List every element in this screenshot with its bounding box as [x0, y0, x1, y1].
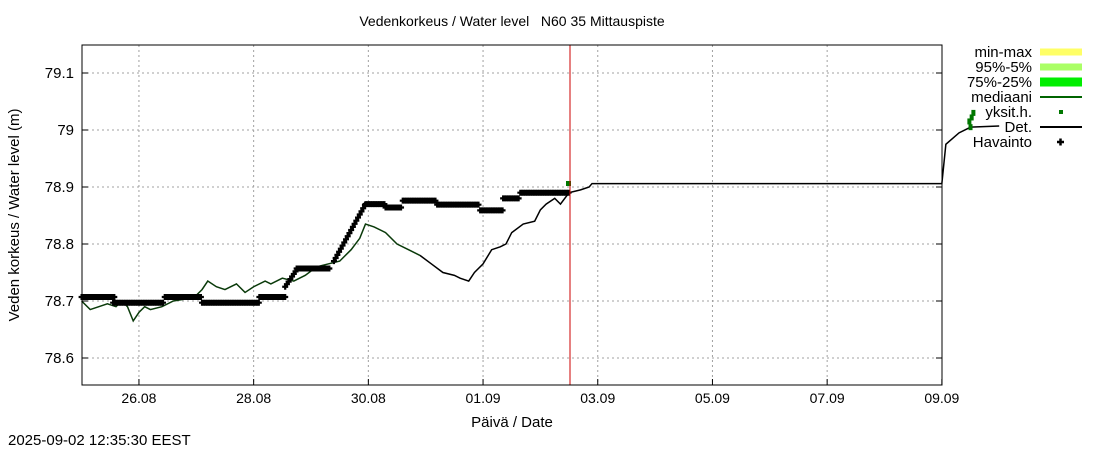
x-tick-label: 03.09: [580, 390, 615, 406]
havainto-cross: [358, 208, 365, 215]
yksit-h-point: [971, 109, 976, 116]
yksit-h-point: [566, 181, 571, 186]
legend-swatch-min-max: [1040, 48, 1082, 56]
havainto-cross: [349, 223, 356, 230]
havainto-cross: [475, 201, 482, 208]
havainto-cross: [330, 258, 337, 265]
havainto-cross: [565, 189, 572, 196]
legend-swatch-95%-5%: [1040, 63, 1082, 71]
legend-label: 95%-5%: [975, 59, 1032, 76]
legend-cross-icon: [1057, 138, 1064, 146]
y-tick-label: 78.8: [45, 236, 74, 253]
y-tick-label: 79: [57, 122, 74, 139]
data-series: [78, 109, 1000, 323]
legend: min-max95%-5%75%-25%mediaaniyksit.h.Det.…: [967, 44, 1082, 151]
havainto-cross: [334, 251, 341, 258]
havainto-cross: [336, 248, 343, 255]
timestamp: 2025-09-02 12:35:30 EEST: [8, 432, 191, 449]
yksit-h-point: [968, 124, 973, 131]
y-axis-ticks: 78.6 78.7 78.8 78.9 79 79.1: [45, 65, 942, 367]
havainto-cross: [339, 242, 346, 249]
det-forecast-line: [419, 125, 1000, 282]
havainto-cross: [282, 294, 289, 301]
havainto-cross: [255, 299, 262, 306]
havainto-cross: [360, 205, 367, 212]
legend-label: min-max: [974, 44, 1032, 61]
legend-label: yksit.h.: [985, 104, 1032, 121]
legend-label: Havainto: [973, 134, 1032, 151]
havainto-cross: [355, 214, 362, 221]
legend-label: Det.: [1004, 119, 1032, 136]
havainto-cross: [346, 230, 353, 237]
yksit-h-point: [967, 118, 972, 125]
legend-label: mediaani: [971, 89, 1032, 106]
havainto-cross: [499, 207, 506, 214]
havainto-cross: [381, 201, 388, 208]
havainto-cross: [342, 236, 349, 243]
x-tick-label: 07.09: [810, 390, 845, 406]
havainto-cross: [160, 299, 167, 306]
x-axis-ticks: 26.08 28.08 30.08 01.09 03.09 05.09 07.09 09.09: [121, 379, 960, 406]
havainto-cross: [337, 245, 344, 252]
chart-title: Vedenkorkeus / Water level N60 35 Mittau…: [359, 13, 665, 29]
havainto-cross: [332, 254, 339, 261]
x-axis-label: Päivä / Date: [471, 414, 553, 431]
havainto-cross: [351, 220, 358, 227]
havainto-cross: [398, 204, 405, 211]
legend-point: [1059, 110, 1063, 114]
havainto-points: [78, 189, 572, 306]
y-tick-label: 78.7: [45, 293, 74, 310]
havainto-cross: [353, 217, 360, 224]
y-tick-label: 79.1: [45, 65, 74, 82]
plot-area: [82, 45, 942, 385]
legend-swatch-75%-25%: [1040, 77, 1082, 87]
y-tick-label: 78.9: [45, 179, 74, 196]
y-axis-label: Veden korkeus / Water level (m): [6, 109, 23, 322]
x-tick-label: 09.09: [924, 390, 959, 406]
x-tick-label: 05.09: [695, 390, 730, 406]
havainto-cross: [344, 233, 351, 240]
legend-label: 75%-25%: [967, 74, 1032, 91]
grid-lines: [82, 45, 942, 385]
yksit-h-point: [969, 114, 974, 121]
x-tick-label: 30.08: [351, 390, 386, 406]
havainto-cross: [111, 294, 118, 301]
havainto-cross: [432, 197, 439, 204]
x-tick-label: 01.09: [466, 390, 501, 406]
x-tick-label: 28.08: [236, 390, 271, 406]
havainto-cross: [326, 265, 333, 272]
y-tick-label: 78.6: [45, 350, 74, 367]
havainto-cross: [515, 195, 522, 202]
havainto-cross: [197, 294, 204, 301]
plot-border: [81, 44, 943, 386]
havainto-cross: [341, 239, 348, 246]
mediaani-line: [81, 223, 421, 323]
havainto-cross: [348, 227, 355, 234]
x-tick-label: 26.08: [121, 390, 156, 406]
havainto-cross: [356, 211, 363, 218]
